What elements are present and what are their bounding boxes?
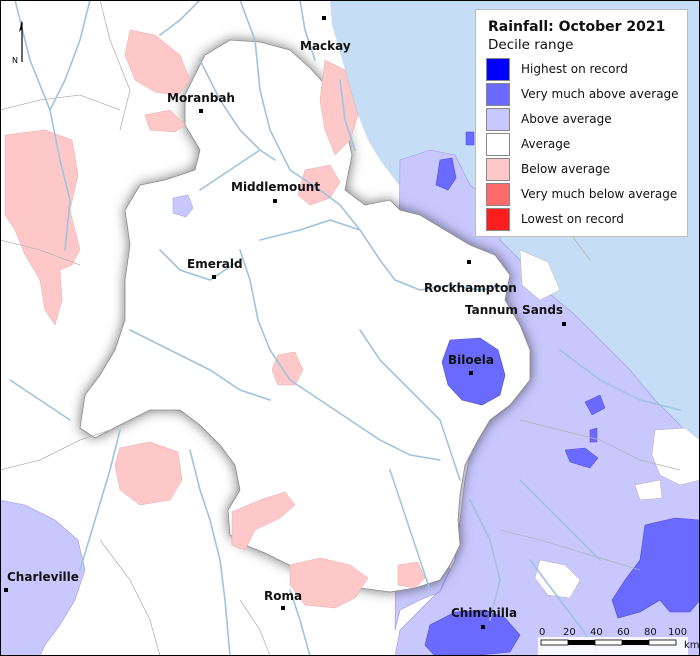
label-biloela: Biloela (448, 353, 494, 367)
region-very-much-above-small-1 (584, 394, 606, 416)
legend-swatch (486, 208, 510, 231)
legend-swatch (486, 183, 510, 206)
legend-swatch (486, 158, 510, 181)
marker-charleville (4, 588, 8, 592)
marker-roma (281, 606, 285, 610)
region-average-east-4 (634, 479, 663, 501)
marker-chinchilla (481, 625, 485, 629)
scale-tick-40: 40 (590, 627, 603, 638)
scale-bar: 0 20 40 60 80 100 km (538, 627, 700, 656)
scale-tick-0: 0 (539, 627, 545, 638)
marker-rockhampton (467, 260, 471, 264)
legend-label: Very much above average (521, 87, 679, 101)
legend-label: Lowest on record (521, 212, 624, 226)
label-charleville: Charleville (7, 570, 79, 584)
marker-moranbah (199, 109, 203, 113)
marker-emerald (212, 275, 216, 279)
legend-item-average: Average (486, 133, 686, 158)
label-moranbah: Moranbah (167, 91, 235, 105)
region-borders (0, 0, 681, 656)
scale-tick-20: 20 (563, 627, 576, 638)
legend-item-very-much-below: Very much below average (486, 183, 686, 208)
region-below-average-9 (397, 561, 426, 589)
scale-unit: km (684, 640, 700, 651)
legend-item-very-much-above: Very much above average (486, 83, 686, 108)
region-average-east-3 (651, 427, 700, 486)
legend-title: Rainfall: October 2021 (488, 19, 666, 35)
region-above-average-west (0, 499, 86, 656)
legend-label: Very much below average (521, 187, 678, 201)
rivers (9, 0, 681, 656)
marker-middlemount (273, 199, 277, 203)
label-tannum-sands: Tannum Sands (465, 303, 563, 317)
label-middlemount: Middlemount (231, 180, 320, 194)
region-below-average-6 (114, 441, 183, 506)
region-very-much-above-biloela (441, 337, 506, 406)
legend-label: Highest on record (521, 62, 628, 76)
region-above-average-small (172, 194, 194, 218)
region-below-average-2 (144, 109, 186, 133)
legend-item-highest: Highest on record (486, 58, 686, 83)
legend-subtitle: Decile range (488, 37, 574, 53)
label-roma: Roma (264, 589, 302, 603)
legend-swatch (486, 133, 510, 156)
label-chinchilla: Chinchilla (451, 606, 517, 620)
legend-swatch (486, 58, 510, 81)
scale-tick-100: 100 (668, 627, 687, 638)
legend-item-below: Below average (486, 158, 686, 183)
region-below-average-8 (289, 557, 369, 609)
legend-item-above: Above average (486, 108, 686, 133)
legend: Rainfall: October 2021 Decile range High… (475, 9, 688, 237)
region-very-much-above-chinchilla (424, 609, 521, 656)
scale-tick-60: 60 (617, 627, 630, 638)
region-very-much-above-coast (435, 157, 457, 191)
town-markers (4, 16, 566, 629)
region-very-much-above-small-3 (589, 427, 598, 443)
marker-mackay (322, 16, 326, 20)
region-very-much-above-small-4 (465, 131, 475, 146)
north-arrow: N (12, 20, 23, 65)
region-below-average-7 (231, 491, 296, 551)
legend-label: Below average (521, 162, 611, 176)
label-emerald: Emerald (187, 257, 243, 271)
legend-item-lowest: Lowest on record (486, 208, 686, 233)
marker-tannum-sands (562, 322, 566, 326)
region-below-average-5 (271, 351, 304, 386)
region-very-much-above-southeast (611, 517, 700, 619)
region-below-average-3 (4, 129, 81, 326)
north-label: N (12, 56, 18, 65)
legend-swatch (486, 83, 510, 106)
legend-label: Average (521, 137, 571, 151)
legend-swatch (486, 108, 510, 131)
scale-tick-80: 80 (644, 627, 657, 638)
legend-label: Above average (521, 112, 612, 126)
label-mackay: Mackay (300, 39, 351, 53)
label-rockhampton: Rockhampton (424, 281, 517, 295)
region-average-east-1 (519, 249, 561, 301)
marker-biloela (469, 371, 473, 375)
region-average-east-2 (534, 559, 581, 599)
region-very-much-above-small-2 (564, 447, 599, 469)
region-below-average-1 (124, 29, 191, 96)
